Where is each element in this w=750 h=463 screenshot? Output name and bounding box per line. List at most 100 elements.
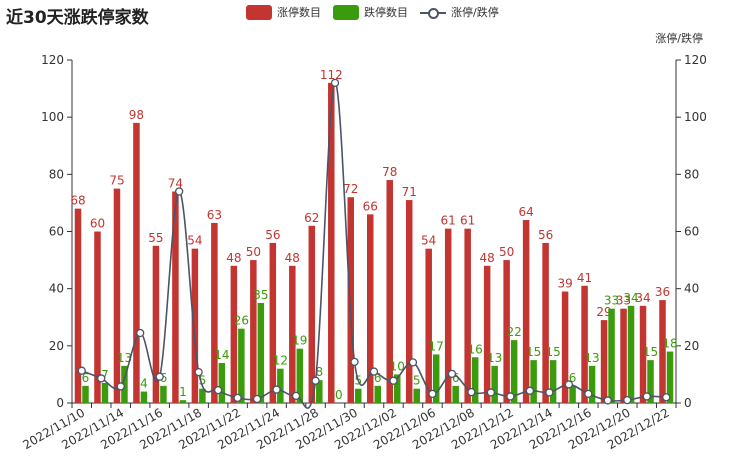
ratio-point: [642, 392, 651, 401]
bar-label-limit-up: 75: [109, 174, 124, 188]
bar-limit-up: [542, 242, 549, 403]
bar-limit-down: [296, 348, 304, 403]
bar-label-limit-up: 66: [363, 199, 378, 213]
y-tick-label-left: 100: [41, 110, 64, 124]
bar-label-limit-up: 56: [538, 228, 553, 242]
ratio-point: [447, 369, 457, 378]
bar-limit-up: [269, 242, 277, 403]
bar-limit-down: [413, 388, 420, 403]
bar-limit-up: [639, 305, 647, 403]
y-tick-label-left: 60: [49, 225, 64, 239]
legend-label-limit-up: 涨停数目: [277, 6, 321, 19]
ratio-point: [525, 386, 535, 395]
bar-label-limit-down: 14: [214, 348, 229, 362]
bar-label-limit-down: 33: [604, 294, 619, 308]
ratio-point: [623, 395, 632, 405]
ratio-point: [97, 374, 106, 383]
ratio-point: [116, 382, 125, 391]
legend-label-limit-down: 跌停数目: [364, 6, 408, 19]
bar-limit-down: [510, 340, 518, 403]
legend-label-ratio: 涨停/跌停: [451, 6, 499, 19]
bar-limit-up: [347, 197, 355, 403]
ratio-point: [194, 367, 203, 377]
ratio-point: [467, 387, 476, 397]
ratio-point: [311, 376, 320, 385]
ratio-point: [506, 392, 515, 401]
bar-label-limit-up: 71: [402, 185, 417, 199]
bar-limit-down: [647, 360, 654, 403]
bar-limit-down: [179, 400, 187, 403]
bar-label-limit-down: 34: [623, 291, 638, 305]
ratio-point: [408, 358, 418, 367]
legend-swatch-limit-down: [333, 4, 359, 20]
bar-label-limit-down: 18: [662, 337, 677, 351]
legend-item-limit-up[interactable]: 涨停数目: [246, 4, 321, 20]
bar-limit-down: [316, 380, 323, 403]
ratio-point: [662, 393, 671, 402]
bar-limit-up: [600, 320, 608, 403]
bar-limit-down: [101, 382, 109, 403]
ratio-point: [564, 380, 573, 389]
bar-label-limit-up: 54: [421, 234, 436, 248]
bar-limit-down: [432, 354, 440, 403]
legend-swatch-limit-up: [246, 4, 272, 20]
bar-label-limit-up: 74: [168, 176, 183, 190]
bar-label-limit-up: 61: [441, 214, 456, 228]
bar-label-limit-down: 0: [335, 388, 343, 402]
legend-item-ratio[interactable]: 涨停/跌停: [420, 4, 499, 20]
bar-label-limit-down: 15: [545, 345, 560, 359]
y-tick-label-right: 60: [684, 225, 699, 239]
ratio-point: [389, 376, 398, 385]
chart-legend[interactable]: 涨停数目 跌停数目 涨停/跌停: [246, 4, 511, 20]
bar-limit-down: [199, 388, 206, 403]
bar-limit-up: [464, 228, 471, 403]
bar-label-limit-up: 68: [70, 194, 85, 208]
chart-title: 近30天涨跌停家数: [6, 8, 149, 28]
ratio-point: [486, 388, 496, 397]
bar-limit-down: [355, 388, 362, 403]
bar-label-limit-up: 48: [226, 251, 241, 265]
ratio-point: [584, 389, 593, 399]
bar-label-limit-down: 8: [315, 365, 323, 379]
bar-label-limit-down: 1: [179, 385, 187, 399]
bar-label-limit-up: 62: [304, 211, 319, 225]
bar-label-limit-down: 6: [82, 371, 90, 385]
bar-limit-down: [82, 385, 89, 403]
bar-limit-down: [588, 365, 596, 403]
bar-label-limit-down: 35: [253, 288, 268, 302]
bar-limit-up: [425, 248, 432, 403]
bar-label-limit-down: 6: [374, 371, 382, 385]
bar-label-limit-up: 36: [655, 285, 670, 299]
bar-limit-up: [308, 225, 316, 403]
bar-limit-up: [74, 208, 82, 403]
bar-label-limit-up: 98: [129, 108, 144, 122]
bar-limit-down: [374, 385, 381, 403]
legend-item-limit-down[interactable]: 跌停数目: [333, 4, 408, 20]
bar-label-limit-up: 48: [285, 251, 300, 265]
bar-limit-up: [191, 248, 199, 403]
bar-limit-down: [238, 328, 245, 403]
bar-label-limit-down: 19: [292, 334, 307, 348]
bar-limit-up: [367, 214, 374, 403]
bar-label-limit-down: 6: [452, 371, 460, 385]
bar-limit-up: [386, 180, 393, 403]
ratio-point: [350, 357, 359, 366]
bar-limit-up: [405, 200, 413, 403]
bar-label-limit-up: 64: [518, 205, 533, 219]
y-tick-label-right: 20: [684, 339, 699, 353]
bar-limit-up: [328, 82, 335, 403]
bar-limit-up: [113, 188, 121, 403]
bar-label-limit-up: 112: [320, 68, 343, 82]
bar-label-limit-up: 61: [460, 214, 475, 228]
bar-label-limit-down: 10: [390, 359, 405, 373]
bar-limit-up: [581, 285, 588, 403]
bar-label-limit-down: 15: [643, 345, 658, 359]
bar-label-limit-down: 15: [526, 345, 541, 359]
bar-label-limit-up: 33: [616, 294, 631, 308]
bar-label-limit-down: 12: [273, 354, 288, 368]
ratio-point: [213, 385, 223, 395]
bar-label-limit-down: 5: [413, 374, 421, 388]
bar-label-limit-up: 29: [596, 305, 611, 319]
bar-limit-up: [444, 228, 452, 403]
